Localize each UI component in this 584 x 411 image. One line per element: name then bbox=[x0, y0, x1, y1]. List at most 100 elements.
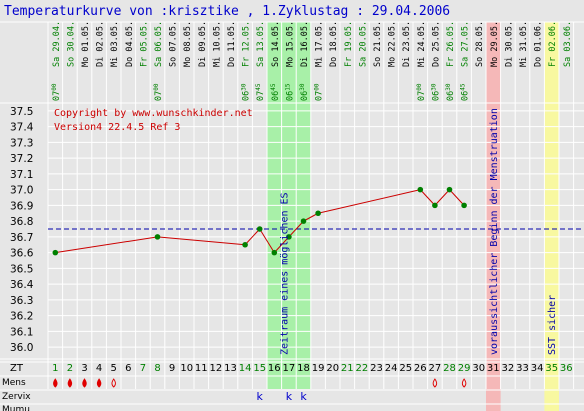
zervix-mark: k bbox=[257, 390, 264, 403]
cycle-day-number: 21 bbox=[341, 363, 354, 374]
date-label: Mi 03.05. bbox=[110, 21, 120, 67]
menstruation-drop-icon bbox=[111, 378, 116, 388]
date-label: Mo 15.05. bbox=[285, 21, 295, 67]
cycle-day-number: 11 bbox=[195, 363, 208, 374]
measure-time-label: 0630 bbox=[430, 83, 441, 101]
temperature-point bbox=[52, 249, 59, 256]
zervix-row-label: Zervix bbox=[2, 392, 31, 402]
cycle-day-number: 15 bbox=[253, 363, 266, 374]
cycle-day-number: 10 bbox=[180, 363, 193, 374]
menstruation-drop-icon bbox=[67, 378, 73, 388]
date-label: Fr 19.05. bbox=[344, 21, 354, 67]
temperature-point bbox=[461, 202, 467, 209]
date-label: Mo 08.05. bbox=[183, 21, 193, 67]
date-label: So 21.05. bbox=[373, 21, 383, 67]
cycle-day-number: 31 bbox=[487, 363, 500, 374]
date-label: Di 30.05. bbox=[504, 21, 514, 67]
date-label: Fr 02.06. bbox=[548, 21, 558, 67]
cycle-day-number: 28 bbox=[443, 363, 456, 374]
y-tick-label: 36.0 bbox=[10, 342, 33, 354]
y-tick-label: 36.7 bbox=[10, 232, 33, 244]
measure-time-label: 0615 bbox=[284, 83, 295, 101]
cycle-day-number: 7 bbox=[140, 363, 146, 374]
temperature-line-segment bbox=[157, 236, 246, 246]
muttermund-row-label: Mumu bbox=[2, 405, 30, 411]
date-label: So 30.04. bbox=[66, 21, 76, 67]
menstruation-drop-icon bbox=[461, 378, 467, 388]
cycle-day-number: 36 bbox=[560, 363, 573, 374]
cycle-day-number: 5 bbox=[111, 363, 117, 374]
cycle-day-number: 29 bbox=[458, 363, 471, 374]
y-tick-label: 37.4 bbox=[10, 122, 34, 134]
y-tick-label: 36.8 bbox=[10, 216, 33, 228]
measure-time-label: 0745 bbox=[255, 83, 266, 101]
version-info: Version4 22.4.5 Ref 3 bbox=[54, 122, 180, 133]
date-label: Do 25.05. bbox=[431, 21, 441, 67]
temperature-point bbox=[300, 218, 307, 224]
date-label: Sa 27.05. bbox=[461, 21, 471, 67]
measure-time-label: 0630 bbox=[299, 83, 310, 101]
date-label: Mi 31.05. bbox=[519, 21, 529, 67]
measure-time-label: 0630 bbox=[445, 83, 456, 101]
cycle-day-number: 32 bbox=[502, 363, 515, 374]
temperature-point bbox=[271, 249, 278, 256]
cycle-day-number: 1 bbox=[52, 363, 58, 374]
measure-time-label: 0645 bbox=[270, 83, 281, 101]
date-label: Mo 01.05. bbox=[81, 21, 91, 67]
mens-row-label: Mens bbox=[2, 378, 26, 388]
date-label: Mi 17.05. bbox=[315, 21, 325, 67]
date-label: Mi 24.05. bbox=[417, 21, 427, 67]
temperature-line-segment bbox=[273, 236, 290, 253]
copyright-notice: Copyright by www.wunschkinder.net bbox=[54, 108, 253, 119]
temperature-line-segment bbox=[288, 220, 304, 238]
cycle-day-number: 8 bbox=[154, 363, 160, 374]
date-label: Do 11.05. bbox=[227, 21, 237, 67]
temperature-line-segment bbox=[259, 228, 275, 253]
chart-title: Temperaturkurve von :krisztike , 1.Zyklu… bbox=[4, 4, 450, 19]
menstruation-drop-icon bbox=[53, 378, 58, 388]
measure-time-label: 0700 bbox=[51, 83, 62, 101]
y-tick-label: 37.1 bbox=[10, 169, 33, 181]
temperature-line-segment bbox=[55, 236, 158, 254]
temperature-point bbox=[417, 186, 424, 193]
zervix-mark: k bbox=[300, 390, 307, 403]
temperature-line-segment bbox=[244, 228, 261, 246]
date-label: So 14.05. bbox=[271, 21, 281, 67]
y-tick-label: 37.2 bbox=[10, 153, 33, 165]
temperature-point bbox=[242, 241, 248, 248]
cycle-day-number: 34 bbox=[531, 363, 544, 374]
y-tick-label: 36.6 bbox=[10, 248, 34, 260]
measure-time-label: 0645 bbox=[460, 83, 471, 101]
cycle-day-number: 19 bbox=[312, 363, 325, 374]
measure-time-label: 0700 bbox=[416, 83, 427, 101]
cycle-day-number: 35 bbox=[545, 363, 558, 374]
cycle-day-number: 18 bbox=[297, 363, 310, 374]
date-label: Do 04.05. bbox=[125, 21, 135, 67]
date-label: Mo 29.05. bbox=[490, 21, 500, 67]
date-label: Sa 20.05. bbox=[358, 21, 368, 67]
date-label: Sa 13.05. bbox=[256, 21, 266, 67]
menstruation-drop-icon bbox=[432, 378, 438, 388]
date-label: Sa 03.06. bbox=[563, 21, 573, 67]
date-label: Fr 26.05. bbox=[446, 21, 456, 67]
temperature-point bbox=[446, 186, 453, 193]
date-label: Mi 10.05. bbox=[212, 21, 222, 67]
menstruation-band bbox=[486, 22, 501, 411]
date-label: Sa 06.05. bbox=[154, 21, 164, 67]
cycle-day-number: 9 bbox=[169, 363, 175, 374]
cycle-day-number: 24 bbox=[385, 363, 398, 374]
fertile-window-label: Zeitraum eines möglichen ES bbox=[279, 192, 290, 355]
measure-time-label: 0630 bbox=[241, 83, 252, 101]
cycle-day-number: 22 bbox=[356, 363, 369, 374]
temperature-point bbox=[256, 226, 263, 232]
date-label: So 07.05. bbox=[169, 21, 179, 67]
y-tick-label: 36.2 bbox=[10, 311, 33, 323]
cycle-day-number: 30 bbox=[472, 363, 485, 374]
date-label: Sa 29.04. bbox=[52, 21, 62, 67]
menstruation-drop-icon bbox=[96, 378, 102, 388]
temperature-line-segment bbox=[434, 189, 450, 206]
temperature-line-segment bbox=[419, 189, 436, 206]
date-label: So 28.05. bbox=[475, 21, 485, 67]
temperature-point bbox=[154, 234, 161, 240]
y-tick-label: 37.3 bbox=[10, 137, 33, 149]
